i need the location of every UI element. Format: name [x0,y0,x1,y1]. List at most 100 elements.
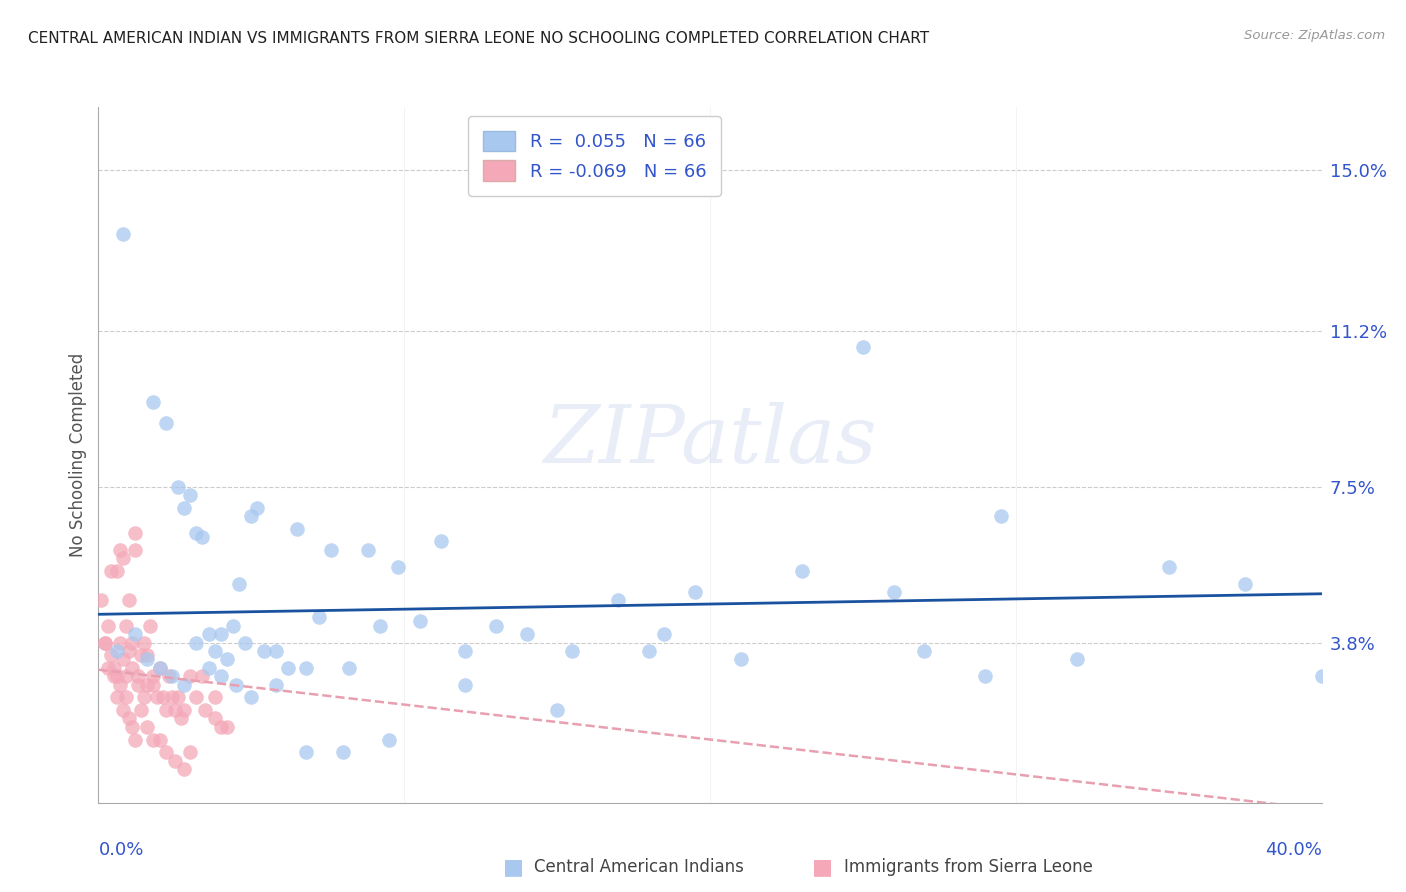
Point [142,678,165,692]
Point [163,703,186,717]
Point [1157,559,1180,574]
Text: ■: ■ [503,857,523,877]
Point [387,559,409,574]
Point [155,703,177,717]
Point [179,669,201,683]
Point [990,509,1012,524]
Point [454,644,477,658]
Point [136,720,159,734]
Point [295,661,318,675]
Point [149,661,172,675]
Point [111,227,134,241]
Point [121,635,143,649]
Point [209,669,232,683]
Point [121,720,143,734]
Point [233,635,256,649]
Point [136,678,159,692]
Point [100,648,122,663]
Point [1310,669,1333,683]
Point [142,669,165,683]
Point [225,678,247,692]
Point [145,690,167,705]
Point [163,754,186,768]
Point [142,732,165,747]
Point [546,703,568,717]
Point [115,669,138,683]
Point [115,690,138,705]
Point [97,618,120,632]
Point [308,610,330,624]
Point [127,678,149,692]
Point [170,711,193,725]
Point [173,762,195,776]
Point [607,593,630,607]
Point [246,500,269,515]
Point [173,703,195,717]
Point [100,564,122,578]
Point [103,661,125,675]
Point [485,618,508,632]
Point [139,618,162,632]
Point [105,564,128,578]
Point [142,395,165,409]
Point [215,652,238,666]
Point [155,745,177,759]
Point [167,479,190,493]
Point [264,644,287,658]
Point [111,551,134,566]
Text: 40.0%: 40.0% [1265,841,1322,859]
Point [652,627,675,641]
Point [155,417,177,431]
Text: Source: ZipAtlas.com: Source: ZipAtlas.com [1244,29,1385,42]
Point [332,745,354,759]
Point [1234,576,1257,591]
Point [430,534,453,549]
Point [149,661,172,675]
Point [222,618,245,632]
Point [134,635,156,649]
Point [215,720,238,734]
Point [124,542,146,557]
Point [173,678,195,692]
Point [111,652,134,666]
Point [157,669,180,683]
Point [152,690,174,705]
Point [173,500,195,515]
Point [167,690,190,705]
Point [134,690,156,705]
Point [252,644,274,658]
Point [124,627,146,641]
Point [204,711,226,725]
Point [127,669,149,683]
Point [103,669,125,683]
Point [108,635,131,649]
Point [228,576,250,591]
Point [179,488,201,502]
Point [337,661,360,675]
Point [121,661,143,675]
Point [637,644,661,658]
Point [129,703,152,717]
Point [974,669,997,683]
Point [93,635,115,649]
Point [108,678,131,692]
Point [90,593,112,607]
Point [115,618,138,632]
Point [105,669,128,683]
Text: Central American Indians: Central American Indians [534,858,744,876]
Point [561,644,583,658]
Point [790,564,813,578]
Text: ■: ■ [813,857,832,877]
Point [319,542,342,557]
Point [264,678,287,692]
Point [160,690,183,705]
Point [454,678,477,692]
Point [204,644,226,658]
Point [197,627,219,641]
Point [136,648,159,663]
Point [97,661,120,675]
Point [191,669,214,683]
Point [105,690,128,705]
Point [108,542,131,557]
Point [852,340,875,354]
